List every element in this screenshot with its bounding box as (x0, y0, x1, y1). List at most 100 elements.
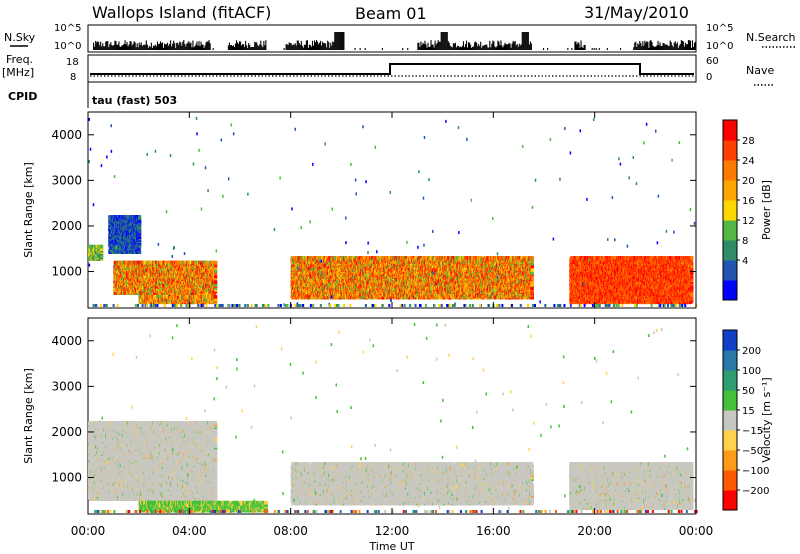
nsky-bar (106, 41, 108, 50)
nsky-bar (694, 41, 697, 50)
nsky-bar (640, 43, 642, 50)
heatmap-cell (100, 254, 104, 259)
nsky-bar (680, 40, 682, 50)
nsky-bar (117, 44, 119, 50)
nsky-bar (150, 42, 152, 50)
nsky-bar (288, 42, 290, 50)
nsky-bar (199, 46, 201, 50)
nsky-bar (107, 41, 109, 50)
nsky-bar (118, 41, 120, 50)
nsky-bar (140, 42, 142, 50)
nsky-bar (134, 42, 136, 50)
nsky-bar (98, 42, 100, 50)
nsky-bar (99, 45, 101, 50)
nsky-bar (265, 40, 267, 50)
nsky-bar (174, 43, 176, 50)
nave-label: Nave (746, 64, 774, 77)
nsky-bar (93, 42, 95, 50)
nsky-bar (325, 43, 327, 50)
nsky-bar (681, 40, 683, 50)
nsky-bar (439, 41, 441, 50)
nsky-bar (161, 42, 164, 50)
nsky-bar (482, 45, 484, 50)
nsky-bar (175, 47, 177, 50)
nsky-bar (644, 40, 646, 50)
nsky-bar (262, 47, 264, 50)
nsky-bar (514, 41, 516, 50)
nsky-bar (330, 42, 332, 50)
nsky-bar (692, 47, 695, 50)
nsky-bar (495, 47, 497, 50)
nsky-bar (243, 44, 245, 50)
nsky-bar (148, 45, 150, 50)
nsky-bar (339, 32, 341, 50)
nsky-bar (119, 46, 121, 50)
nsky-bar (582, 47, 584, 50)
nsky-bar (462, 41, 465, 50)
nsky-bar (426, 47, 428, 50)
nsky-bar (475, 41, 477, 50)
nsky-bar (313, 40, 316, 50)
nsky-bar (244, 46, 246, 50)
heatmap-cell (138, 215, 142, 219)
nsky-bar (321, 45, 323, 50)
nsky-bar (577, 42, 579, 50)
nsky-bar (241, 45, 243, 50)
nsky-bar (498, 41, 500, 50)
nsky-bar (126, 41, 128, 50)
nsky-bar (483, 45, 485, 50)
nsky-bar (571, 48, 573, 50)
nsky-bar (668, 45, 670, 50)
nsky-bar (481, 47, 483, 50)
heatmap-cell (214, 280, 218, 284)
nsky-bar (97, 41, 99, 50)
nsky-bar (128, 44, 130, 50)
nsky-bar (125, 44, 127, 50)
heatmap-cell (100, 247, 104, 252)
nsky-bar (425, 44, 427, 50)
nsky-bar (418, 42, 420, 50)
nsky-bar (666, 44, 668, 50)
nsearch-tick-bottom: 10^0 (706, 41, 733, 52)
nsky-bar (501, 45, 503, 50)
nsky-bar (440, 32, 442, 50)
nsky-bar (251, 46, 253, 50)
nsky-bar (525, 32, 527, 50)
nsky-bar (441, 32, 443, 50)
nsky-bar (461, 45, 464, 50)
nsky-bar (656, 45, 658, 50)
nsky-bar (437, 40, 439, 50)
nsky-bar (158, 43, 161, 50)
nsky-bar (633, 47, 635, 50)
nsky-bar (484, 44, 486, 50)
nsky-bar (478, 44, 480, 50)
nsky-bar (188, 41, 190, 50)
nsky-bar (574, 41, 576, 50)
nsky-bar (105, 41, 107, 50)
nsky-bar (679, 44, 681, 50)
nsky-bar (682, 41, 684, 50)
heatmap-cell (214, 294, 218, 299)
nsky-bar (342, 32, 344, 50)
nsky-bar (643, 45, 645, 50)
nsky-bar (301, 45, 303, 50)
nsky-bar (142, 44, 144, 50)
nsky-bar (453, 43, 455, 50)
nsky-bar (248, 43, 250, 50)
nsky-bar (164, 43, 166, 50)
nsky-bar (192, 40, 194, 50)
nsky-bar (160, 43, 163, 50)
nsky-bar (505, 44, 507, 50)
nsky-bar (407, 48, 409, 50)
nsky-bar (183, 40, 185, 50)
nsky-bar (231, 46, 233, 50)
heatmap-cell (214, 274, 218, 279)
nsky-bar (579, 47, 581, 50)
nsky-bar (381, 48, 383, 50)
nsky-bar (162, 47, 165, 50)
nsky-bar (506, 44, 508, 50)
nsky-bar (492, 40, 494, 50)
nsky-bar (292, 44, 294, 50)
nsky-bar (122, 44, 124, 50)
nsky-bar (683, 46, 685, 50)
